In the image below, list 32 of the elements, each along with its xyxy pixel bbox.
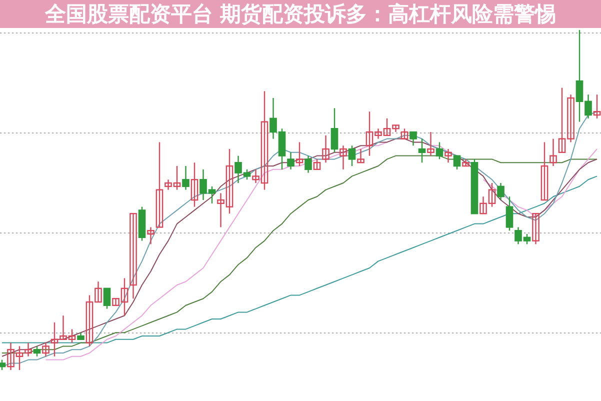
candlestick xyxy=(322,134,330,164)
candlestick xyxy=(348,145,356,167)
candlestick xyxy=(550,138,557,167)
candlestick xyxy=(287,152,294,170)
candlestick xyxy=(190,162,198,208)
candlestick xyxy=(436,142,444,160)
candlestick xyxy=(130,213,137,300)
candlestick xyxy=(304,155,312,174)
candlestick xyxy=(506,196,514,232)
candlestick xyxy=(147,226,154,245)
candlestick xyxy=(42,342,50,357)
candlestick xyxy=(296,142,304,167)
candlestick xyxy=(103,288,111,310)
candlestick xyxy=(593,94,601,119)
candlestick xyxy=(0,359,6,371)
candlestick xyxy=(400,128,408,140)
candlestick xyxy=(462,158,470,167)
candlestick xyxy=(182,165,190,190)
candlestick xyxy=(33,346,41,357)
candlestick xyxy=(313,158,321,170)
candlestick xyxy=(340,145,347,170)
candlestick xyxy=(444,148,452,164)
candlestick xyxy=(330,108,338,153)
candlestick xyxy=(540,142,548,201)
candlestick xyxy=(532,213,540,245)
candlestick xyxy=(427,131,434,156)
candlestick xyxy=(156,142,164,228)
candlestick xyxy=(418,138,426,164)
candlestick xyxy=(453,155,461,170)
candlestick xyxy=(410,131,417,146)
candlestick xyxy=(497,182,504,201)
candlestick xyxy=(357,148,364,164)
